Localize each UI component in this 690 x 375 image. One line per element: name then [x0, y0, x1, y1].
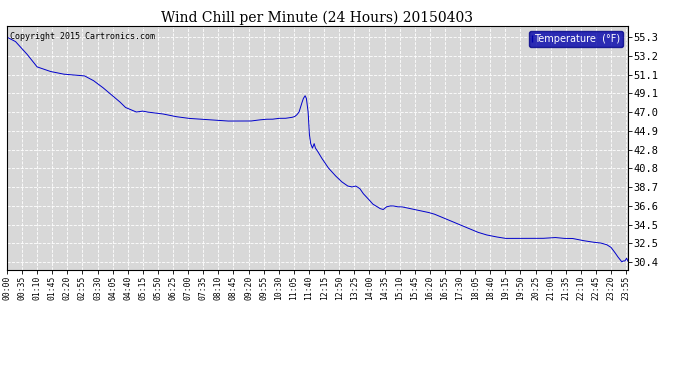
Legend: Temperature  (°F): Temperature (°F) [529, 31, 623, 47]
Text: Copyright 2015 Cartronics.com: Copyright 2015 Cartronics.com [10, 32, 155, 41]
Title: Wind Chill per Minute (24 Hours) 20150403: Wind Chill per Minute (24 Hours) 2015040… [161, 11, 473, 25]
